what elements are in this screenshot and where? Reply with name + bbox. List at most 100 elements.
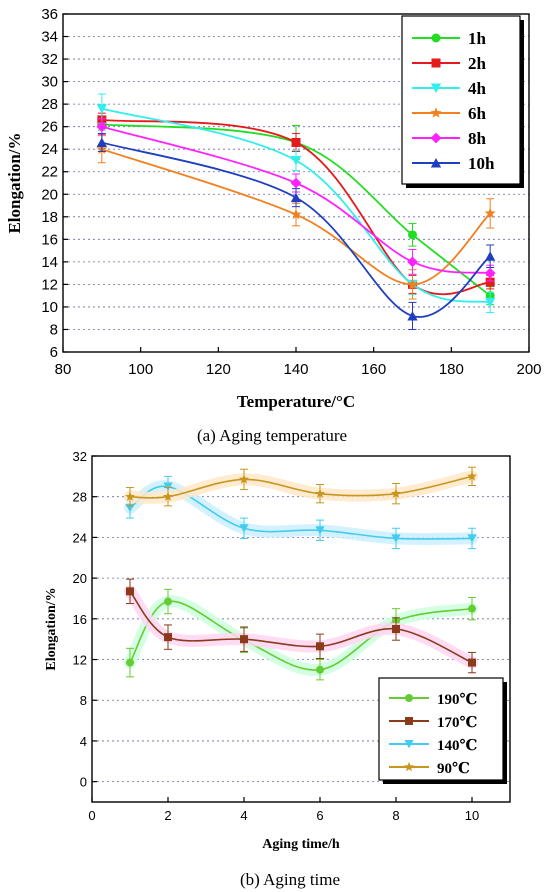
chart-a-series-line [101,141,491,318]
chart-a-xtick-label: 120 [206,361,231,378]
chart-b-ytick-label: 20 [73,571,87,586]
chart-a-xtick-label: 200 [516,361,541,378]
chart-a-legend-marker [430,107,442,118]
chart-b-data-point [391,534,401,543]
chart-a-ytick-label: 18 [41,209,58,226]
chart-a-ytick-label: 26 [41,119,58,136]
chart-a-ytick-label: 30 [41,74,58,91]
chart-b-data-point [240,635,248,644]
chart-a-series-line [101,119,491,296]
chart-a-ytick-label: 6 [50,344,58,361]
chart-a-data-point [484,251,496,261]
chart-b-data-point [315,488,325,498]
chart-a-xaxis-label: Temperature/°C [237,392,355,411]
chart-a-xtick-label: 160 [361,361,386,378]
chart-a-data-point [291,137,301,147]
chart-b-ytick-label: 16 [73,612,87,627]
chart-a-data-point [406,278,419,290]
chart-a-series-line [101,125,491,275]
chart-b-data-point [316,665,324,674]
chart-b-ytick-label: 8 [80,693,87,708]
chart-b-data-point [163,482,173,491]
chart-b-data-point [467,471,477,481]
chart-a-ytick-label: 20 [41,186,58,203]
chart-b-ytick-label: 24 [73,530,87,545]
chart-b-yaxis-label: Elongation/% [44,587,59,670]
chart-b-axes-frame [91,455,511,803]
chart-a-data-point [96,121,108,133]
chart-a-legend-label: 4h [468,79,487,98]
chart-b-series-3 [124,466,478,507]
chart-a-legend-label: 8h [468,129,487,148]
chart-a-ytick-label: 22 [41,164,58,181]
chart-a-ytick-label: 16 [41,231,58,248]
chart-a-data-point [290,208,302,220]
chart-a-legend-label: 6h [468,104,487,123]
chart-a-series-line [101,107,491,304]
chart-a-legend-item: 10h [412,154,495,173]
chart-a-ytick-label: 8 [50,321,58,338]
chart-b-legend-label: 170℃ [437,715,478,731]
chart-a-legend-item: 1h [412,29,487,48]
chart-b-legend-item: 90℃ [389,761,470,777]
chart-a-data-point [485,277,495,287]
chart-a-legend-label: 1h [468,29,487,48]
chart-a-xtick-label: 80 [55,361,72,378]
chart-a-legend-item: 2h [412,54,487,73]
chart-b-series-1 [124,578,478,674]
chart-a-xtick-label: 180 [439,361,464,378]
chart-a-legend: 1h 2h 4h 6h 8h 10h [401,15,524,188]
chart-b-legend-item: 140℃ [389,738,478,754]
chart-b-legend-label: 140℃ [437,738,478,754]
chart-b-xtick-label: 6 [316,808,323,823]
chart-a-series-line [101,148,491,286]
chart-a-data-point [290,192,302,203]
chart-b-data-point [467,534,477,543]
chart-b-xaxis-label: Aging time/h [262,837,340,852]
chart-b-data-point [125,491,135,501]
chart-a-legend-item: 8h [412,129,487,148]
chart-b-ytick-label: 32 [73,449,87,464]
chart-b-xtick-label: 10 [465,808,479,823]
chart-a-data-point [96,137,108,147]
chart-b-data-point [239,524,249,533]
chart-a-ytick-label: 32 [41,51,58,68]
chart-b-data-point [316,642,324,651]
chart-a-yaxis-label: Elongation/% [5,132,24,233]
chart-b-ytick-label: 28 [73,490,87,505]
chart-a-legend-marker [430,83,442,93]
chart-a-legend-box [401,15,521,185]
chart-b-xtick-label: 0 [88,808,95,823]
chart-a-data-point [407,256,418,268]
chart-b-legend-marker [405,694,413,702]
chart-a-data-point [484,297,496,308]
chart-a-data-point [290,177,302,189]
chart-a-ytick-label: 28 [41,96,58,113]
chart-a-legend-label: 2h [468,54,487,73]
chart-a-legend-label: 10h [468,154,495,173]
chart-a-data-point [407,310,418,321]
chart-b-legend-marker [405,717,413,725]
chart-a-xtick-label: 100 [128,361,153,378]
chart-a-ytick-label: 10 [41,299,58,316]
chart-b-legend-label: 90℃ [437,761,470,777]
chart-a-data-point [96,104,108,114]
chart-a-data-point [484,207,496,219]
chart-a-legend-marker [430,132,442,144]
chart-b-data-point [164,633,172,642]
chart-b-series-0 [124,588,478,681]
chart-b-data-point [391,488,401,498]
chart-panel-a: 6 8 10 12 14 16 18 20 22 24 26 28 30 32 34 36 80 100 120 14… [5,6,542,411]
chart-b-data-point [468,658,476,667]
chart-b-legend-item: 170℃ [389,715,478,731]
chart-a-legend-marker [431,33,441,43]
caption-b: (b) Aging time [240,870,340,889]
chart-b-data-point [164,597,172,606]
chart-b-ytick-label: 4 [80,734,87,749]
chart-a-legend-item: 6h [412,104,487,123]
chart-a-ytick-label: 24 [41,141,58,158]
chart-b-legend-label: 190℃ [437,692,478,708]
chart-a-xtick-label: 140 [283,361,308,378]
